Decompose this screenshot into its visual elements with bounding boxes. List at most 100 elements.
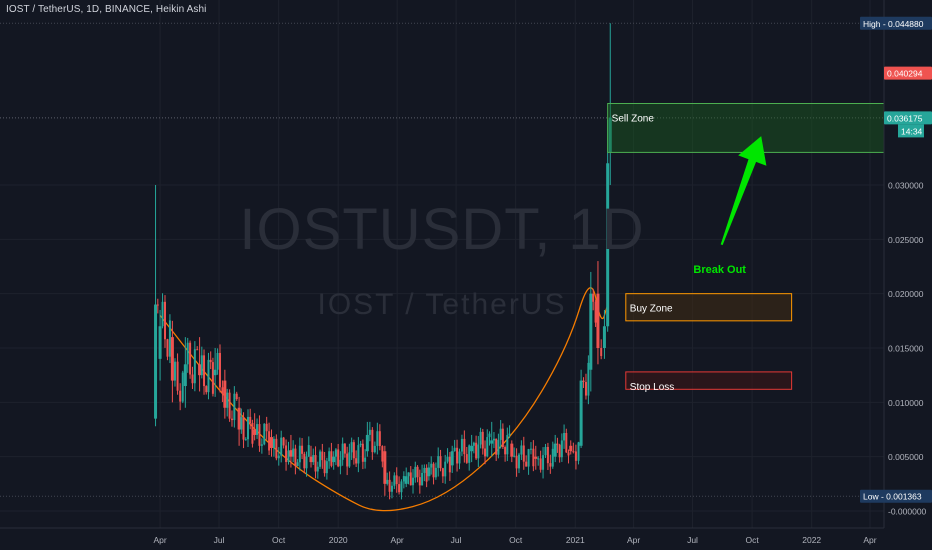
candle-body xyxy=(556,443,559,445)
candle-body xyxy=(339,459,342,467)
candle-body xyxy=(316,466,319,472)
candle-body xyxy=(434,467,437,478)
candle-body xyxy=(481,431,484,449)
candle-body xyxy=(166,339,169,357)
candle-body xyxy=(176,361,179,391)
candle-body xyxy=(477,444,480,459)
candle-body xyxy=(529,448,532,450)
candle-body xyxy=(359,443,362,446)
candle-body xyxy=(330,451,333,466)
candle-body xyxy=(298,445,301,463)
stop-loss-zone[interactable] xyxy=(625,371,793,390)
candle-body xyxy=(416,466,419,478)
candle-body xyxy=(486,437,489,457)
candle-body xyxy=(287,450,290,462)
candle-body xyxy=(198,364,202,376)
time-tick-label: Oct xyxy=(509,535,523,545)
price-tick-label: -0.000000 xyxy=(888,507,927,517)
current-price-badge: 0.036175 xyxy=(887,113,923,123)
candle-body xyxy=(196,349,199,351)
candle-body xyxy=(594,301,597,323)
high-badge-bg xyxy=(860,16,932,30)
candle-body xyxy=(565,432,568,453)
candle-body xyxy=(181,372,184,402)
candle-body xyxy=(256,424,259,435)
candle-body xyxy=(294,448,297,467)
candle-body xyxy=(579,380,583,446)
candle-body xyxy=(600,348,603,357)
time-axis[interactable]: Apr Jul Oct 2020 Apr Jul Oct 2021 Apr Jul Oct 2022 A… xyxy=(0,527,884,545)
candle-body xyxy=(517,454,520,469)
candle-body xyxy=(589,293,593,370)
candle-body xyxy=(602,326,606,348)
candle-body xyxy=(289,450,293,457)
candle-body xyxy=(191,374,194,384)
candle-body xyxy=(577,442,580,461)
countdown-label: 14:34 xyxy=(901,126,923,136)
candle-body xyxy=(608,117,612,153)
candle-body xyxy=(277,455,280,459)
candle-body xyxy=(265,423,268,432)
candle-body xyxy=(292,448,295,457)
candle-body xyxy=(161,301,164,327)
candle-body xyxy=(368,429,371,435)
countdown-bg xyxy=(898,124,924,138)
time-tick-label: Apr xyxy=(863,535,876,545)
price-tick-label: 0.005000 xyxy=(888,452,924,462)
candle-body xyxy=(551,448,554,467)
candle-body xyxy=(361,443,364,462)
chart-grid xyxy=(0,0,884,528)
watermark-pair: IOST / TetherUS xyxy=(317,288,567,321)
candle-body xyxy=(301,445,304,454)
candle-body xyxy=(272,438,275,448)
candle-body xyxy=(321,451,324,461)
candle-body xyxy=(378,431,381,447)
candle-body xyxy=(348,452,351,467)
candle-body xyxy=(216,352,219,370)
price-axis[interactable]: 0.030000 0.025000 0.020000 0.015000 0.010000… xyxy=(860,0,932,528)
price-tick-label: 0.010000 xyxy=(888,398,924,408)
candle-body xyxy=(303,453,306,469)
breakout-arrow-layer: Break Out xyxy=(693,136,767,276)
candle-body xyxy=(488,433,491,438)
candle-body xyxy=(563,432,566,441)
candle-body xyxy=(549,463,552,467)
candle-body xyxy=(592,293,595,302)
sell-zone[interactable] xyxy=(607,103,885,153)
candle-body xyxy=(390,485,393,492)
low-badge: Low - 0.001363 xyxy=(863,492,922,502)
candle-body xyxy=(305,456,308,469)
candle-body xyxy=(263,423,266,445)
candle-body xyxy=(504,447,507,455)
candle-body xyxy=(508,433,511,436)
candle-body xyxy=(260,444,263,446)
candle-body xyxy=(553,443,557,457)
candle-body xyxy=(520,445,523,455)
candle-body xyxy=(506,435,509,455)
price-tick-label: 0.015000 xyxy=(888,344,924,354)
candle-body xyxy=(497,439,500,455)
candle-body xyxy=(249,416,252,424)
candle-body xyxy=(371,429,374,453)
candle-body xyxy=(253,429,257,435)
zones-layer[interactable]: Sell Zone Buy Zone Stop Loss xyxy=(607,103,885,393)
candle-body xyxy=(499,428,502,440)
candle-body xyxy=(237,407,241,430)
candle-body xyxy=(355,458,358,464)
candle-body xyxy=(423,467,426,473)
candle-body xyxy=(470,445,474,452)
candle-body xyxy=(341,443,344,460)
candle-body xyxy=(460,438,463,452)
candle-body xyxy=(404,476,408,484)
candle-body xyxy=(154,304,158,419)
candle-body xyxy=(574,451,577,461)
candle-body xyxy=(365,434,369,452)
candle-body xyxy=(437,456,440,468)
candle-body xyxy=(558,444,561,458)
candle-body xyxy=(357,445,360,464)
candle-body xyxy=(332,456,336,463)
high-badge: High - 0.044880 xyxy=(863,19,924,29)
buy-zone[interactable] xyxy=(625,293,793,322)
candle-body xyxy=(546,446,549,464)
